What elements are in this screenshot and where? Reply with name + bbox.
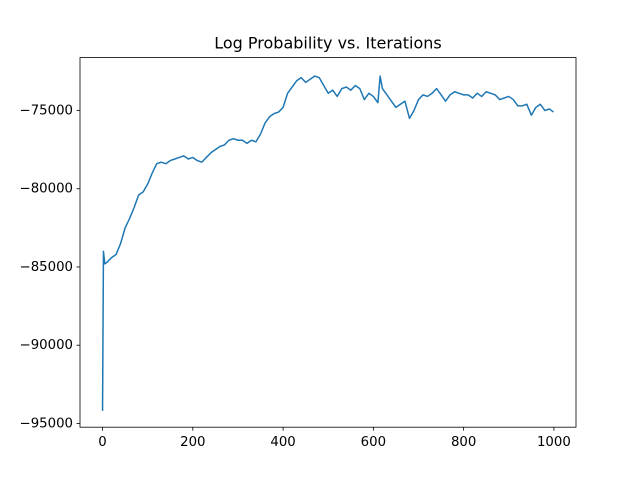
- plot-frame: [79, 57, 577, 428]
- y-tick-label: −95000: [20, 416, 73, 431]
- chart-title: Log Probability vs. Iterations: [214, 34, 442, 53]
- y-tick-label: −85000: [20, 260, 73, 275]
- x-tick-label: 800: [451, 435, 476, 450]
- x-tick-label: 0: [98, 435, 106, 450]
- y-tick-label: −90000: [20, 338, 73, 353]
- y-tick-label: −80000: [20, 182, 73, 197]
- x-tick-label: 400: [270, 435, 295, 450]
- y-tick-label: −75000: [20, 104, 73, 119]
- x-tick-label: 1000: [537, 435, 571, 450]
- x-tick-label: 600: [361, 435, 386, 450]
- line: [101, 75, 554, 411]
- x-tick-label: 200: [180, 435, 205, 450]
